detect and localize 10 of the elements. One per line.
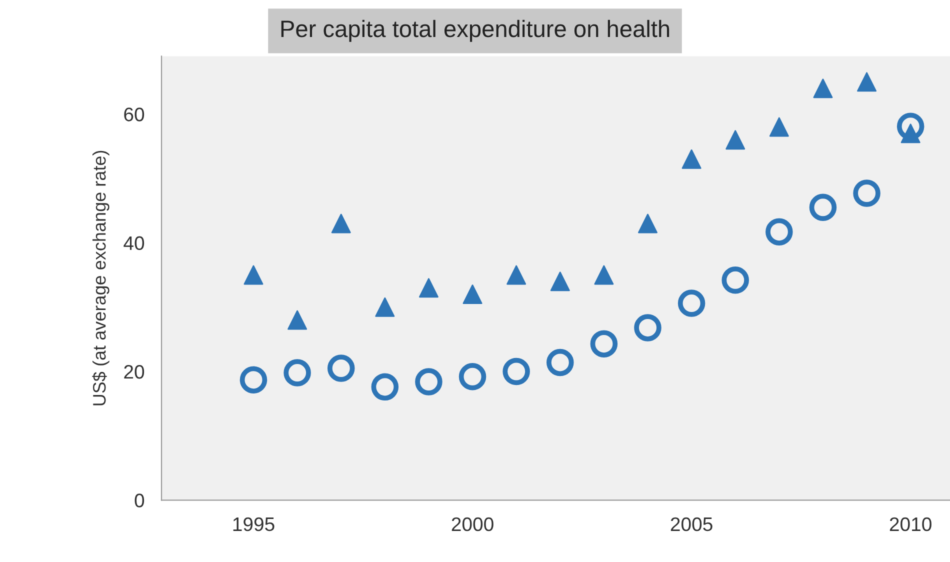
y-axis-title: US$ (at average exchange rate)	[92, 150, 110, 406]
y-tick-label: 20	[124, 364, 144, 379]
y-tick-label: 60	[124, 108, 144, 122]
y-tick-label: 40	[124, 236, 144, 250]
x-tick-label: 2000	[452, 517, 494, 532]
x-tick-label: 2010	[890, 517, 932, 532]
x-tick-label: 1995	[233, 517, 274, 532]
y-tick-label: 0	[134, 494, 144, 508]
x-tick-label: 2005	[670, 517, 712, 532]
chart-title: Per capita total expenditure on health	[281, 20, 670, 42]
